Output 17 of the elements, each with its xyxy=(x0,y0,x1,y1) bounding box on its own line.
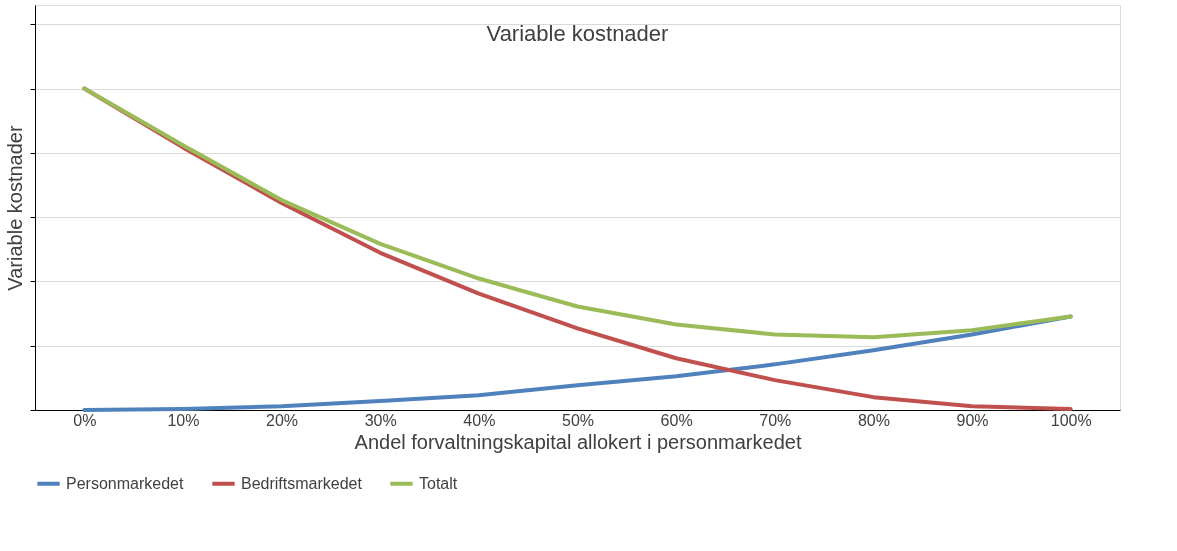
x-tick-label: 80% xyxy=(857,411,890,429)
y-axis-title: Variable kostnader xyxy=(4,125,26,291)
x-tick-label: 50% xyxy=(561,411,595,429)
legend-label: Totalt xyxy=(419,474,458,492)
legend-label: Personmarkedet xyxy=(66,474,184,492)
x-tick-label: 40% xyxy=(463,411,496,429)
x-tick-label: 0% xyxy=(73,411,97,429)
x-tick-label: 30% xyxy=(364,411,397,429)
x-tick-label: 60% xyxy=(660,411,693,429)
chart-title: Variable kostnader xyxy=(486,21,669,46)
x-axis-title: Andel forvaltningskapital allokert i personmarkedet xyxy=(354,430,802,453)
x-tick-label: 20% xyxy=(266,411,299,429)
x-tick-label: 90% xyxy=(956,411,989,429)
x-tick-label: 10% xyxy=(167,411,200,429)
x-tick-label: 100% xyxy=(1050,411,1092,429)
legend-label: Bedriftsmarkedet xyxy=(241,474,363,492)
x-tick-label: 70% xyxy=(759,411,792,429)
